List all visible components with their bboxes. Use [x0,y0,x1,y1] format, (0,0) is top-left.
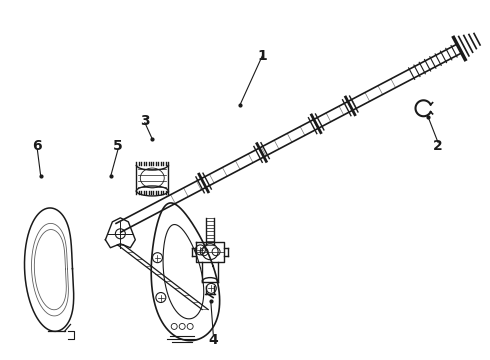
Text: 6: 6 [32,139,42,153]
Text: 4: 4 [208,333,218,347]
Text: 1: 1 [257,49,267,63]
Text: 2: 2 [433,139,443,153]
Text: 5: 5 [113,139,123,153]
Text: 3: 3 [140,114,149,128]
